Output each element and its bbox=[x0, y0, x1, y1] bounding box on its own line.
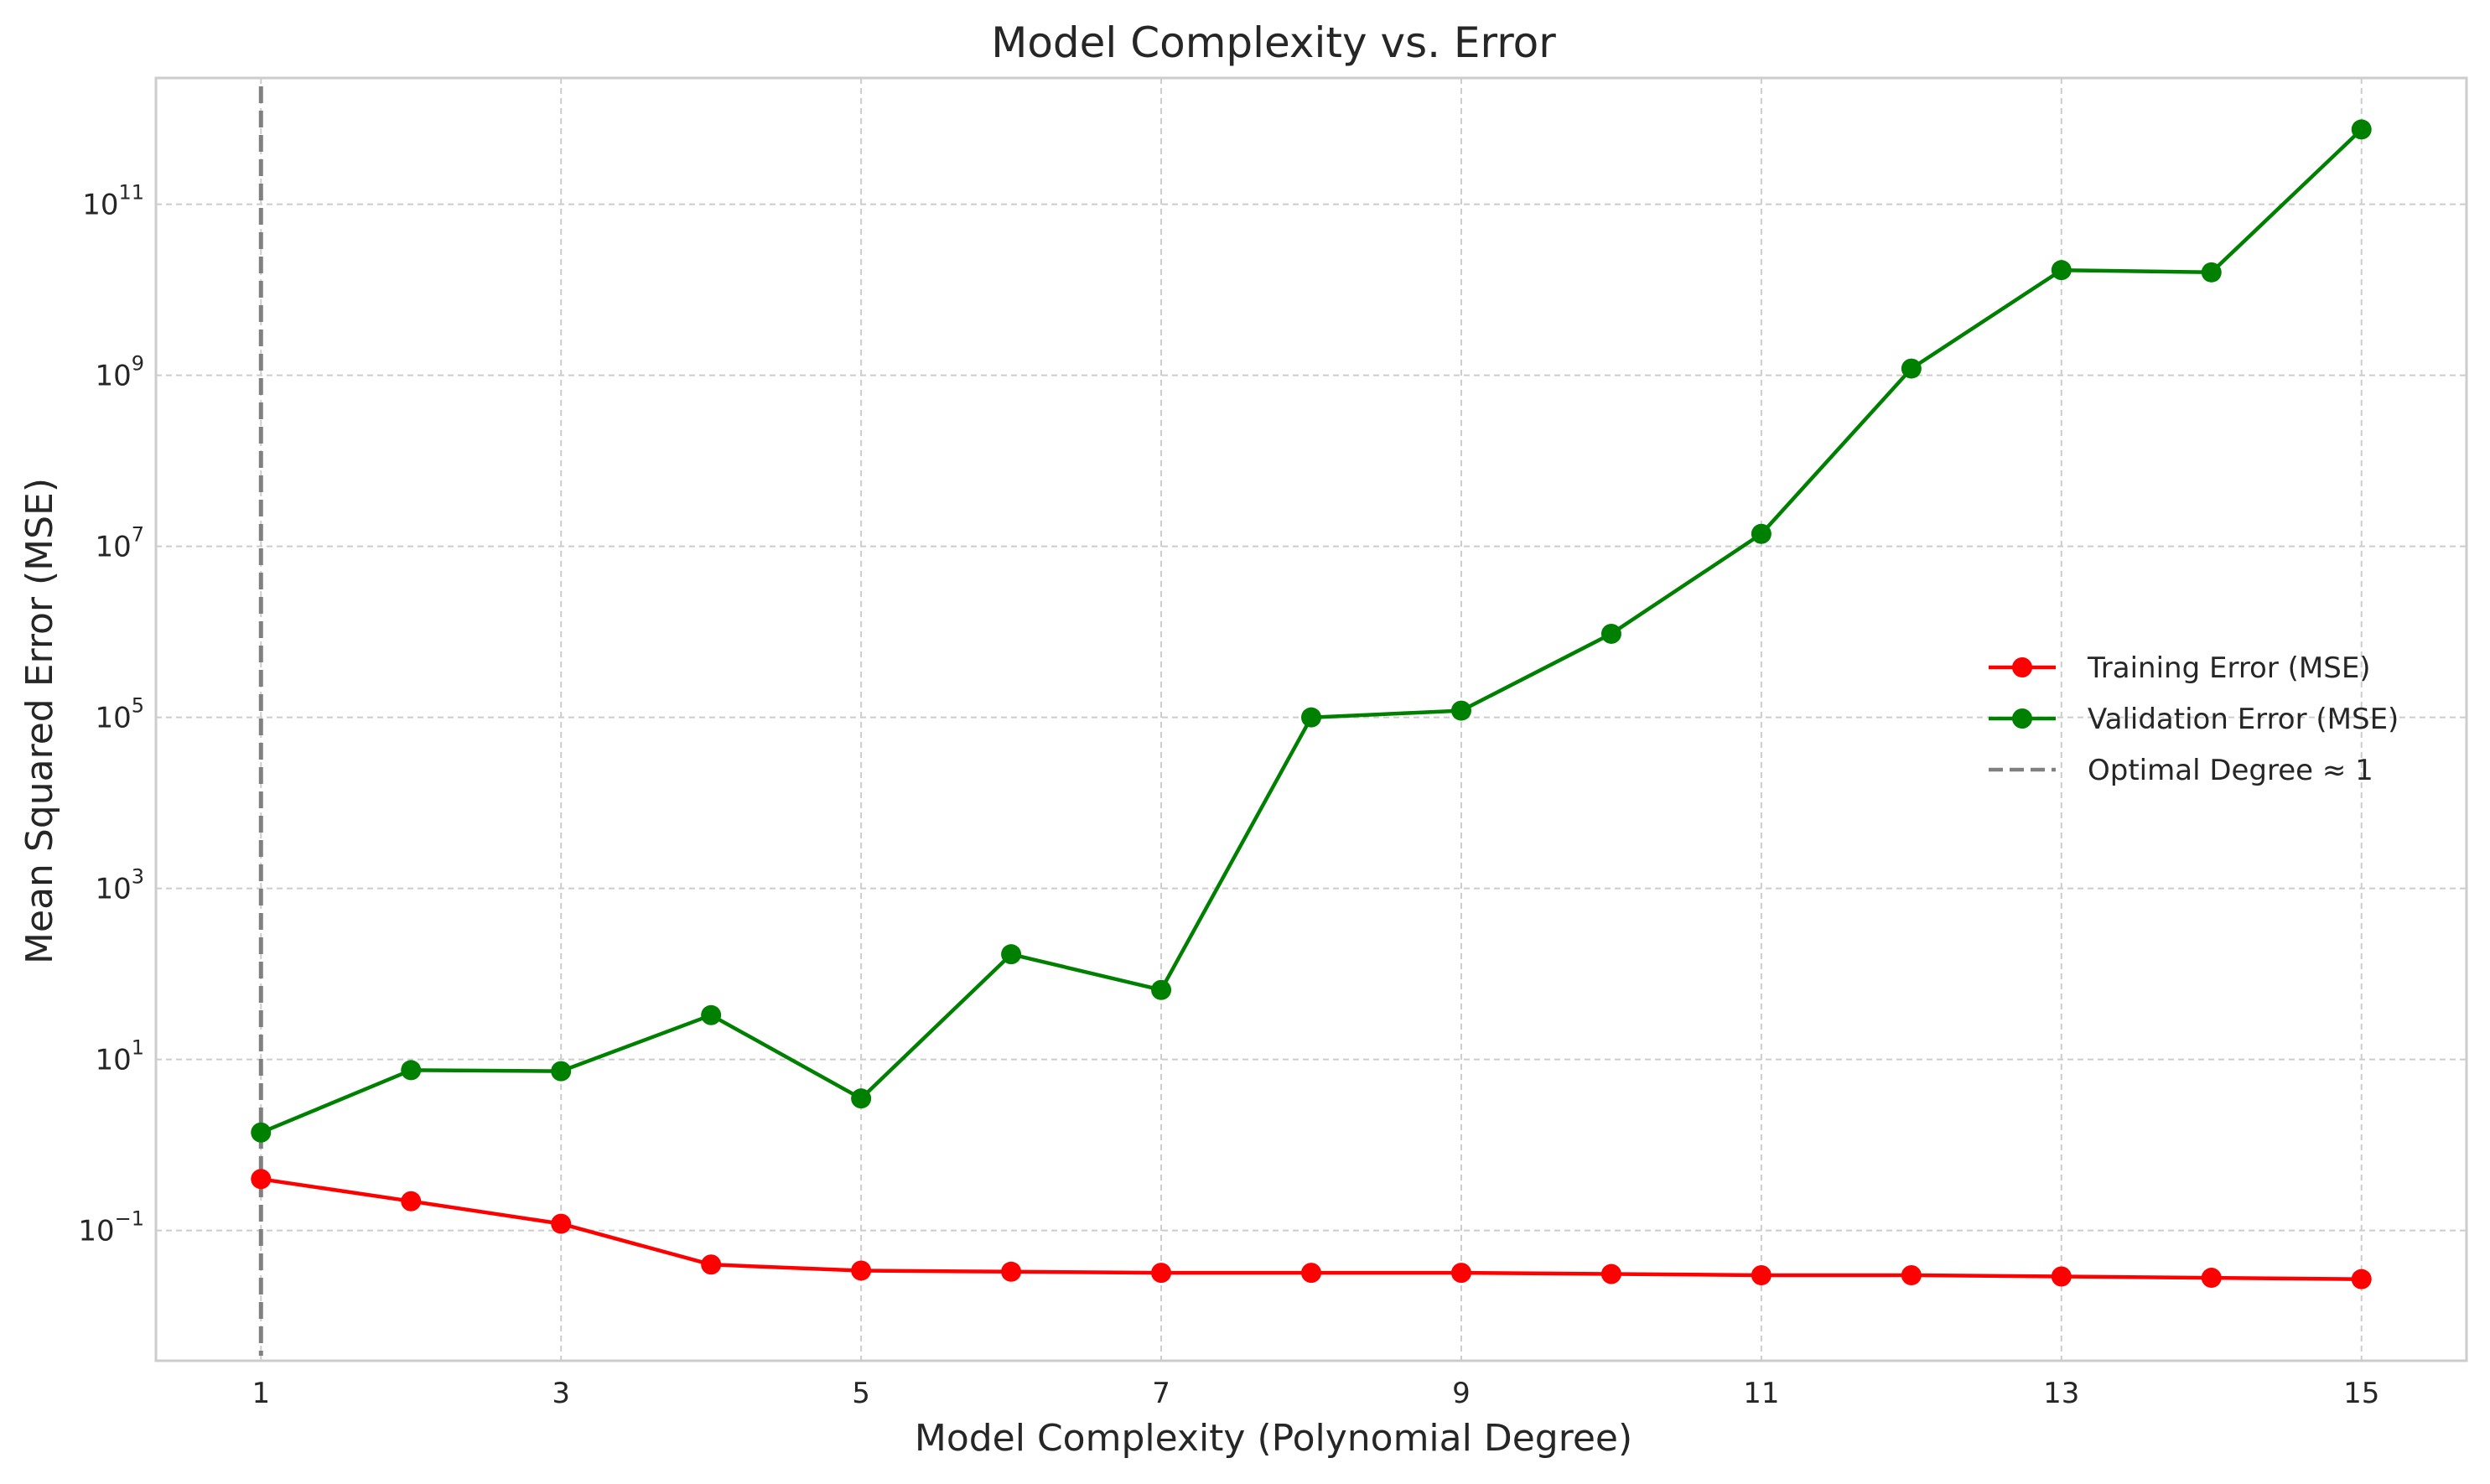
y-tick-exponent: 11 bbox=[118, 181, 144, 205]
y-tick-base: 10 bbox=[78, 1215, 114, 1248]
y-tick-exponent: 1 bbox=[132, 1036, 144, 1060]
training-error-point bbox=[401, 1191, 422, 1212]
validation-error-point bbox=[2051, 260, 2072, 281]
y-tick-label: 107 bbox=[95, 523, 144, 564]
legend-label: Training Error (MSE) bbox=[2087, 651, 2371, 685]
training-error-point bbox=[701, 1254, 722, 1275]
training-error-point bbox=[1151, 1263, 1172, 1284]
x-tick-label: 5 bbox=[852, 1377, 870, 1410]
x-axis-label: Model Complexity (Polynomial Degree) bbox=[915, 1417, 1632, 1460]
y-tick-base: 10 bbox=[95, 873, 131, 906]
validation-error-point bbox=[401, 1060, 422, 1081]
y-tick-label: 1011 bbox=[82, 181, 144, 222]
x-tick-label: 15 bbox=[2343, 1377, 2379, 1410]
validation-error-point bbox=[2201, 262, 2222, 283]
validation-error-point bbox=[1751, 523, 1772, 544]
y-tick-label: 103 bbox=[95, 865, 144, 906]
validation-error-point bbox=[251, 1122, 272, 1143]
validation-error-point bbox=[1450, 700, 1471, 721]
y-tick-base: 10 bbox=[82, 189, 118, 222]
training-error-point bbox=[1751, 1265, 1772, 1285]
y-tick-base: 10 bbox=[95, 531, 131, 564]
data-series bbox=[251, 119, 2372, 1289]
y-tick-label: 101 bbox=[95, 1036, 144, 1077]
validation-error-point bbox=[1151, 979, 1172, 1000]
validation-error-point bbox=[1901, 358, 1922, 379]
grid-lines bbox=[156, 78, 2467, 1361]
legend-label: Validation Error (MSE) bbox=[2088, 703, 2399, 736]
y-tick-base: 10 bbox=[95, 702, 131, 735]
y-tick-exponent: 9 bbox=[132, 352, 144, 376]
training-error-point bbox=[1600, 1263, 1621, 1284]
validation-error-point bbox=[1001, 944, 1022, 965]
y-tick-label: 109 bbox=[95, 352, 144, 393]
y-tick-exponent: −1 bbox=[115, 1207, 144, 1231]
validation-error-point bbox=[1301, 707, 1321, 728]
x-tick-label: 3 bbox=[552, 1377, 570, 1410]
training-error-point bbox=[1301, 1263, 1321, 1284]
y-tick-exponent: 3 bbox=[132, 865, 144, 889]
legend-label: Optimal Degree ≈ 1 bbox=[2088, 754, 2373, 787]
y-tick-exponent: 5 bbox=[132, 694, 144, 718]
plot-frame bbox=[154, 76, 2468, 1362]
validation-error-point bbox=[1600, 623, 1621, 644]
x-tick-label: 7 bbox=[1152, 1377, 1170, 1410]
x-tick-label: 9 bbox=[1452, 1377, 1471, 1410]
training-error-point bbox=[551, 1213, 572, 1234]
x-axis-ticks: 1 3 5 7 9 11 13 15 bbox=[252, 1377, 2379, 1410]
validation-error-point bbox=[2351, 119, 2372, 140]
y-axis-label: Mean Squared Error (MSE) bbox=[18, 478, 61, 964]
x-tick-label: 11 bbox=[1743, 1377, 1779, 1410]
training-error-point bbox=[2051, 1266, 2072, 1287]
validation-error-point bbox=[701, 1004, 722, 1025]
training-error-point bbox=[2351, 1269, 2372, 1289]
training-error-point bbox=[851, 1260, 872, 1281]
training-error-point bbox=[1450, 1263, 1471, 1284]
training-error-point bbox=[2201, 1268, 2222, 1289]
x-tick-label: 13 bbox=[2043, 1377, 2079, 1410]
training-error-point bbox=[251, 1169, 272, 1190]
y-tick-base: 10 bbox=[95, 360, 131, 393]
y-tick-label: 105 bbox=[95, 694, 144, 735]
legend-marker bbox=[2012, 708, 2032, 729]
y-tick-exponent: 7 bbox=[132, 523, 144, 547]
y-tick-base: 10 bbox=[95, 1044, 131, 1077]
legend: Training Error (MSE) Validation Error (MS… bbox=[1989, 651, 2399, 787]
training-error-point bbox=[1901, 1265, 1922, 1285]
x-tick-label: 1 bbox=[252, 1377, 270, 1410]
validation-error-point bbox=[851, 1088, 872, 1109]
chart-title: Model Complexity vs. Error bbox=[991, 18, 1556, 67]
validation-error-point bbox=[551, 1061, 572, 1082]
legend-marker bbox=[2012, 657, 2032, 677]
training-error-point bbox=[1001, 1261, 1022, 1282]
y-tick-label: 10−1 bbox=[78, 1207, 144, 1248]
